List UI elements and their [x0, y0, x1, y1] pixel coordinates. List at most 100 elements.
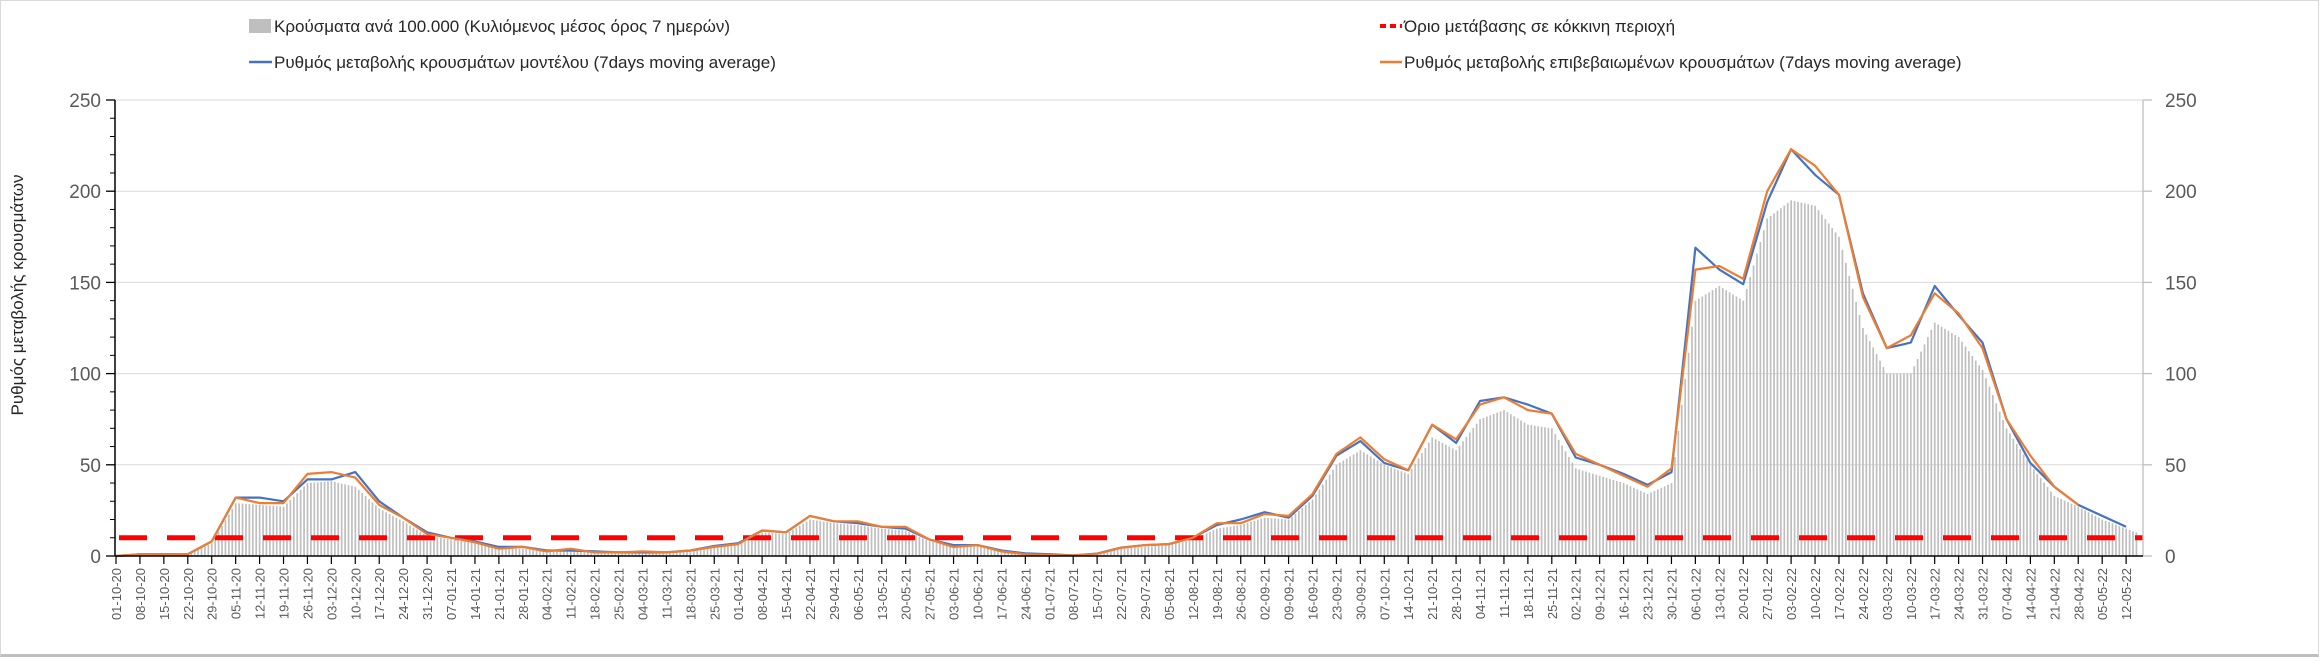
bar: [716, 547, 719, 556]
bar: [860, 525, 863, 556]
bar: [1670, 483, 1673, 556]
bar: [1496, 412, 1499, 556]
bar: [1667, 484, 1669, 556]
confirmed-line: [115, 148, 2079, 558]
bar: [1944, 328, 1946, 556]
bar: [1376, 460, 1379, 556]
bar: [1263, 517, 1266, 556]
x-tick-label: 09-09-21: [1282, 568, 1297, 620]
bar: [480, 544, 483, 556]
bar: [525, 549, 528, 556]
bar: [1451, 448, 1454, 556]
bar: [1927, 337, 1929, 556]
bar: [1636, 489, 1639, 556]
bar: [2118, 526, 2121, 556]
y-tick-label: 250: [69, 91, 101, 112]
bar: [2074, 505, 2076, 556]
bar: [1913, 366, 1916, 556]
bar: [1414, 463, 1416, 556]
bar: [1215, 528, 1218, 556]
bar: [1855, 301, 1857, 556]
bar: [1691, 326, 1693, 556]
x-tick-label: 22-04-21: [803, 568, 818, 620]
bar: [740, 543, 743, 556]
bar: [1800, 202, 1803, 556]
x-tick-label: 06-05-21: [851, 568, 866, 620]
bar: [672, 552, 675, 556]
bar: [327, 481, 329, 556]
bar: [272, 505, 275, 556]
bar: [597, 552, 599, 556]
x-tick-label: 16-12-21: [1617, 568, 1632, 620]
bar: [1103, 552, 1105, 556]
bar: [1776, 210, 1779, 556]
bar: [457, 540, 459, 556]
bar: [375, 505, 377, 556]
x-tick-label: 31-12-20: [420, 568, 435, 620]
bar: [826, 522, 828, 556]
bar: [1954, 335, 1957, 556]
bar: [446, 539, 449, 556]
x-tick-label: 12-08-21: [1186, 568, 1201, 620]
x-tick-label: 15-07-21: [1090, 568, 1105, 620]
bar: [569, 550, 572, 556]
x-tick-label: 10-02-22: [1808, 568, 1823, 620]
bar: [337, 482, 340, 556]
bar: [1814, 205, 1816, 557]
bar: [1680, 404, 1683, 556]
bar: [378, 508, 381, 556]
bar: [2091, 514, 2093, 556]
bar: [1000, 551, 1003, 556]
bar: [470, 542, 473, 556]
bar: [1181, 541, 1184, 556]
bar: [1916, 359, 1919, 556]
bar: [245, 503, 247, 556]
bar: [836, 523, 839, 556]
x-tick-label: 24-06-21: [1018, 568, 1033, 620]
bar: [1427, 442, 1430, 556]
x-tick-label: 18-11-21: [1521, 568, 1536, 619]
bar: [576, 551, 579, 556]
legend-bars-swatch: [249, 19, 271, 33]
bar: [2080, 508, 2083, 556]
bar: [1981, 369, 1984, 556]
bar: [1523, 422, 1526, 556]
x-tick-label: 14-04-22: [2023, 568, 2038, 620]
bar: [518, 548, 521, 556]
bar: [710, 548, 712, 556]
bar: [1345, 458, 1348, 556]
bar: [949, 546, 952, 556]
bar: [1762, 230, 1765, 557]
bar: [1783, 205, 1786, 556]
bar: [798, 525, 801, 556]
bar: [1793, 201, 1796, 556]
bar: [1831, 227, 1834, 557]
bar: [1321, 484, 1324, 556]
bar: [241, 503, 244, 556]
bar: [1824, 219, 1827, 556]
bar: [1752, 265, 1755, 556]
bar: [422, 533, 425, 556]
y-tick-label: 200: [69, 182, 101, 203]
bar: [1807, 204, 1810, 556]
bar: [1185, 541, 1187, 556]
bar: [368, 499, 370, 556]
x-tick-label: 16-09-21: [1306, 568, 1321, 620]
bar: [1626, 484, 1628, 556]
bar: [1164, 545, 1167, 556]
bar: [894, 529, 897, 556]
bar: [1756, 253, 1758, 557]
bar: [269, 505, 271, 556]
bar: [696, 550, 699, 556]
bar: [870, 527, 873, 556]
bar: [1168, 545, 1170, 556]
bar: [1725, 290, 1728, 556]
bar: [1527, 424, 1529, 556]
bar: [580, 551, 582, 556]
bar: [289, 499, 292, 556]
bar: [197, 549, 199, 556]
x-tick-label: 17-12-20: [372, 568, 387, 620]
bar: [969, 546, 972, 556]
bar: [2077, 506, 2080, 556]
bar: [747, 539, 750, 556]
